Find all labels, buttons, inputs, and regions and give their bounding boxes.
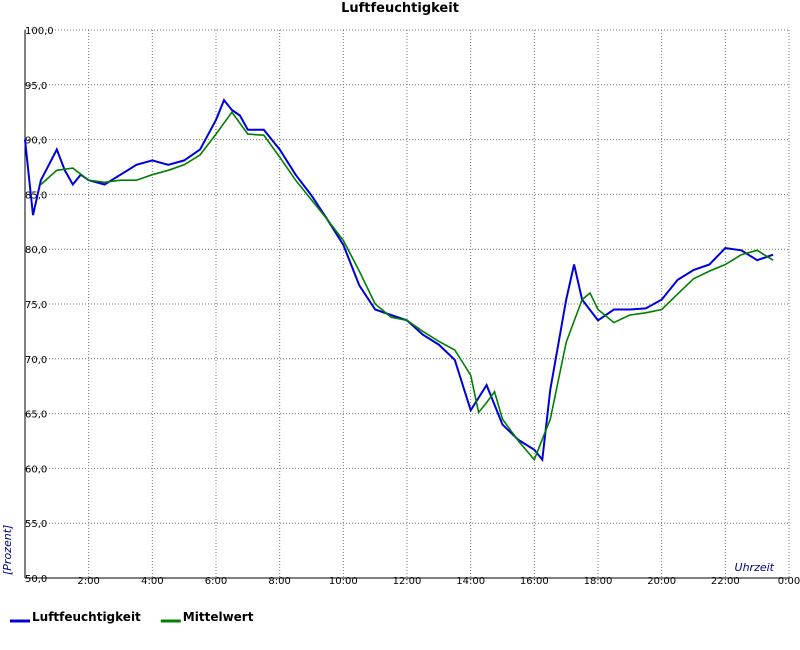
x-tick-label: 22:00	[711, 576, 740, 587]
x-axis-label: Uhrzeit	[735, 561, 775, 574]
x-tick-label: 8:00	[268, 576, 290, 587]
y-tick-label: 55,0	[25, 519, 47, 530]
y-tick-label: 80,0	[25, 245, 47, 256]
x-tick-label: 16:00	[520, 576, 549, 587]
x-tick-label: 10:00	[329, 576, 358, 587]
chart-title: Luftfeuchtigkeit	[341, 1, 459, 16]
y-tick-label: 95,0	[25, 81, 47, 92]
legend-label: Mittelwert	[183, 610, 254, 624]
x-tick-label: 18:00	[584, 576, 613, 587]
y-tick-label: 100,0	[25, 26, 54, 37]
y-axis-label: [Prozent]	[1, 525, 14, 575]
x-tick-label: 20:00	[647, 576, 676, 587]
y-tick-label: 85,0	[25, 190, 47, 201]
y-tick-label: 90,0	[25, 136, 47, 147]
y-tick-label: 50,0	[25, 574, 47, 585]
x-tick-label: 4:00	[141, 576, 163, 587]
x-tick-label: 2:00	[77, 576, 99, 587]
x-tick-label: 6:00	[205, 576, 227, 587]
x-tick-label: 14:00	[456, 576, 485, 587]
y-tick-label: 75,0	[25, 300, 47, 311]
legend-label: Luftfeuchtigkeit	[32, 610, 141, 624]
series-line	[24, 98, 774, 463]
y-tick-label: 60,0	[25, 464, 47, 475]
y-tick-label: 65,0	[25, 410, 47, 421]
y-tick-label: 70,0	[25, 355, 47, 366]
x-tick-label: 12:00	[393, 576, 422, 587]
series-line	[40, 110, 774, 462]
x-tick-label: 0:00	[778, 576, 800, 587]
